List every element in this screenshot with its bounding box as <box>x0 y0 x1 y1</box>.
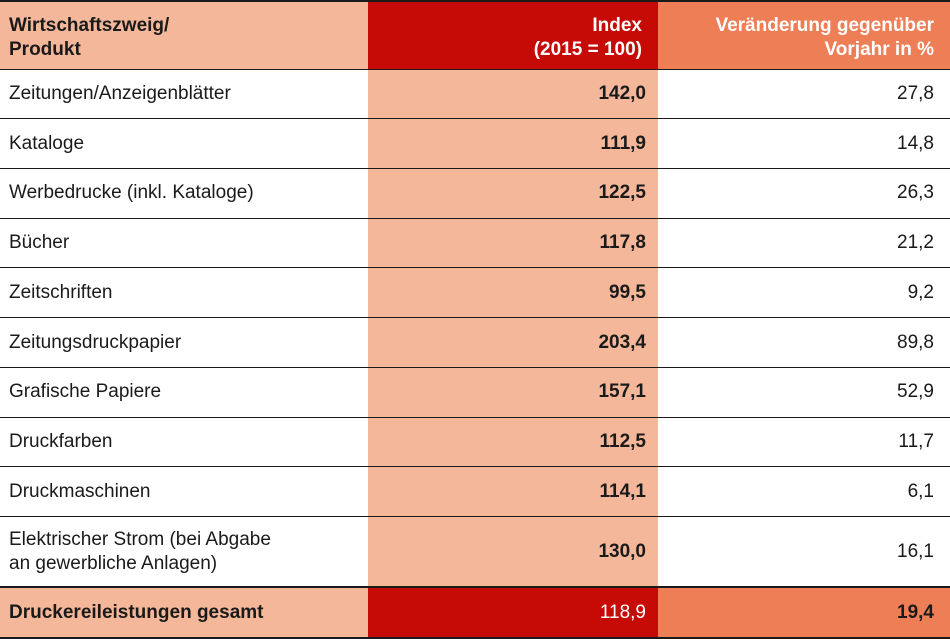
table-row: Kataloge 111,9 14,8 <box>0 118 950 169</box>
column-header-product: Wirtschaftszweig/ Produkt <box>0 1 368 69</box>
row-label: Druckfarben <box>0 416 368 467</box>
row-change-value: 52,9 <box>658 366 950 418</box>
row-label-line: Elektrischer Strom (bei Abgabe <box>9 528 271 550</box>
header-label-line-2: Produkt <box>9 39 81 60</box>
row-label-line: Werbedrucke (inkl. Kataloge) <box>9 182 254 204</box>
index-value: 112,5 <box>599 431 647 452</box>
total-row: Druckereileistungen gesamt 118,9 19,4 <box>0 586 950 638</box>
row-change-value: 89,8 <box>658 317 950 368</box>
header-index-line-1: Index <box>592 15 642 36</box>
row-label: Grafische Papiere <box>0 366 368 418</box>
index-value: 114,1 <box>599 480 647 502</box>
row-label-line: Zeitungen/Anzeigenblätter <box>9 82 231 104</box>
row-label-line: Kataloge <box>9 132 85 154</box>
row-change-value: 14,8 <box>658 118 950 169</box>
total-label: Druckereileistungen gesamt <box>0 586 368 638</box>
row-change-value: 21,2 <box>658 217 950 268</box>
row-label-line: Grafische Papiere <box>9 381 162 403</box>
row-index-value: 122,5 <box>368 167 658 219</box>
row-change-value: 11,7 <box>658 416 950 467</box>
row-label-line: Bücher <box>9 232 70 254</box>
row-label: Werbedrucke (inkl. Kataloge) <box>0 167 368 219</box>
row-label: Zeitungsdruckpapier <box>0 317 368 368</box>
row-label: Kataloge <box>0 118 368 169</box>
index-value: 203,4 <box>598 331 646 353</box>
index-value: 130,0 <box>598 540 646 562</box>
table-row: Bücher 117,8 21,2 <box>0 217 950 268</box>
row-index-value: 111,9 <box>368 118 658 169</box>
row-index-value: 142,0 <box>368 68 658 119</box>
row-index-value: 112,5 <box>368 416 658 467</box>
index-value: 117,8 <box>599 232 647 254</box>
row-label: Zeitschriften <box>0 267 368 318</box>
table-row: Werbedrucke (inkl. Kataloge) 122,5 26,3 <box>0 167 950 219</box>
row-label: Zeitungen/Anzeigenblätter <box>0 68 368 119</box>
table-row: Grafische Papiere 157,1 52,9 <box>0 366 950 418</box>
table-row: Druckfarben 112,5 11,7 <box>0 416 950 467</box>
index-value: 142,0 <box>598 82 646 104</box>
row-label-line: Druckmaschinen <box>9 480 151 502</box>
header-index-line-2: (2015 = 100) <box>533 39 642 60</box>
index-value: 157,1 <box>598 381 646 403</box>
row-index-value: 117,8 <box>368 217 658 268</box>
row-index-value: 203,4 <box>368 317 658 368</box>
index-value: 111,9 <box>600 132 646 154</box>
row-label-line: an gewerbliche Anlagen) <box>9 552 218 574</box>
row-change-value: 6,1 <box>658 466 950 517</box>
row-label-line: Zeitungsdruckpapier <box>9 331 182 353</box>
header-row: Wirtschaftszweig/ Produkt Index (2015 = … <box>0 1 950 69</box>
column-header-index: Index (2015 = 100) <box>368 1 658 69</box>
column-header-change: Veränderung gegenüber Vorjahr in % <box>658 1 950 69</box>
table-row: Zeitungen/Anzeigenblätter 142,0 27,8 <box>0 68 950 119</box>
total-index-value: 118,9 <box>368 586 658 638</box>
row-change-value: 16,1 <box>658 516 950 588</box>
table-row: Zeitungsdruckpapier 203,4 89,8 <box>0 317 950 368</box>
table-row: Zeitschriften 99,5 9,2 <box>0 267 950 318</box>
total-change-value: 19,4 <box>658 586 950 638</box>
table-row: Druckmaschinen 114,1 6,1 <box>0 466 950 517</box>
row-index-value: 114,1 <box>368 466 658 517</box>
index-value: 99,5 <box>609 281 646 303</box>
row-index-value: 157,1 <box>368 366 658 418</box>
table-row: Elektrischer Strom (bei Abgabe an gewerb… <box>0 516 950 588</box>
row-label-line: Zeitschriften <box>9 281 113 303</box>
row-label: Bücher <box>0 217 368 268</box>
table-body: Zeitungen/Anzeigenblätter 142,0 27,8 Kat… <box>0 68 950 638</box>
row-label: Elektrischer Strom (bei Abgabe an gewerb… <box>0 516 368 588</box>
row-index-value: 99,5 <box>368 267 658 318</box>
header-change-line-1: Veränderung gegenüber <box>715 15 934 36</box>
header-label-line-1: Wirtschaftszweig/ <box>9 15 170 36</box>
index-value: 122,5 <box>598 182 646 204</box>
row-label-line: Druckfarben <box>9 431 113 452</box>
row-index-value: 130,0 <box>368 516 658 588</box>
row-label: Druckmaschinen <box>0 466 368 517</box>
row-change-value: 9,2 <box>658 267 950 318</box>
header-change-line-2: Vorjahr in % <box>824 39 934 60</box>
row-change-value: 27,8 <box>658 68 950 119</box>
row-change-value: 26,3 <box>658 167 950 219</box>
